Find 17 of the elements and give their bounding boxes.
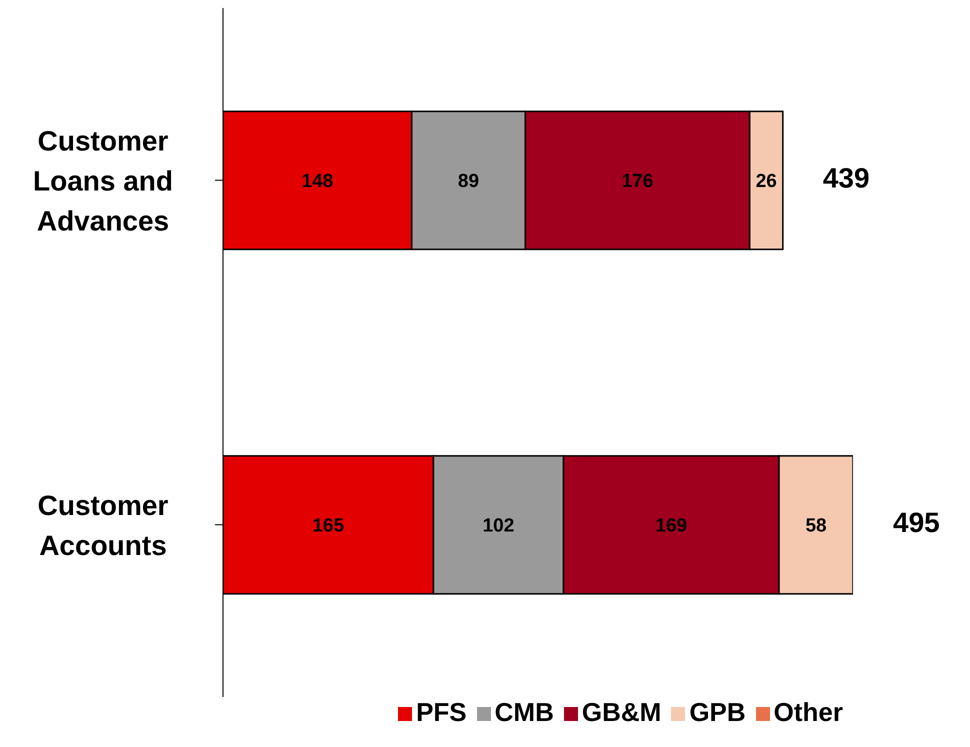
data-label: 165 [312,516,344,537]
y-tick-label: Customer Loans and Advances [32,125,174,236]
legend-label: GB&M [582,697,662,727]
data-label: 58 [805,516,827,537]
data-label: 89 [458,171,480,192]
total-label: 495 [893,507,940,538]
legend-label: Other [774,697,843,727]
total-label: 439 [822,162,870,194]
legend-label: PFS [416,697,467,727]
legend-label: GPB [689,697,746,727]
data-label: 148 [302,171,334,192]
y-tick-label: Customer Accounts [38,490,168,561]
data-label: 26 [756,171,777,192]
data-label: 102 [482,516,514,537]
legend-label: CMB [494,697,554,727]
data-label: 169 [655,516,688,537]
data-label: 176 [622,171,654,192]
